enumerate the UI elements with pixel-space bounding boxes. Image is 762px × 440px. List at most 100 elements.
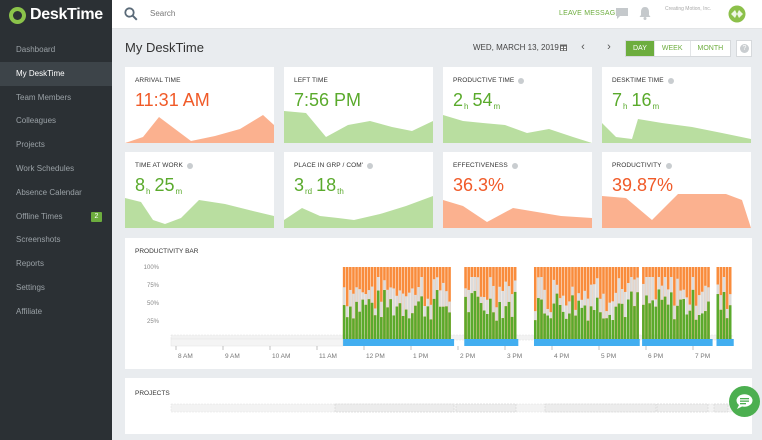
company-logo[interactable] [726,4,748,24]
sparkline-chart [125,198,274,228]
sparkline-chart [284,196,433,228]
bar-segment-productive [470,293,474,339]
sidebar-item-affiliate[interactable]: Affiliate [0,300,112,324]
info-icon[interactable] [511,162,518,169]
bar-segment-unproductive [574,267,577,339]
bar-segment-productive [719,309,723,339]
x-tick-label: 1 PM [413,353,428,360]
card-value: 39.87% [612,175,674,195]
previous-day-button[interactable]: ‹ [581,41,585,53]
calendar-icon[interactable] [560,44,567,51]
bar-segment-productive [492,312,495,339]
productivity-bar-chart[interactable]: 100% 75% 50% 25% 8 AM 9 AM 10 AM 11 AM 12 PM 1 PM… [125,238,752,369]
bar-segment-neutral [482,297,486,311]
bar-segment-neutral [414,294,417,306]
info-icon[interactable] [186,162,193,169]
sidebar-item-label: Dashboard [16,45,56,54]
bar-segment-productive [642,304,645,339]
bar-segment-productive [630,291,633,339]
sparkline-chart [284,111,433,143]
bar-segment-neutral [728,294,732,306]
bar-segment-productive [679,299,682,339]
bar-segment-productive [423,316,427,339]
leave-message-link[interactable]: LEAVE MESSAGE [559,10,621,17]
sidebar-item-offline-times[interactable]: Offline Times 2 [0,205,112,229]
period-month-button[interactable]: MONTH [697,45,724,52]
bar-segment-productive [380,317,383,339]
bar-segment-neutral [617,278,621,304]
message-icon[interactable] [616,8,628,19]
sidebar-item-dashboard[interactable]: Dashboard [0,38,112,62]
bar-segment-neutral [577,293,580,301]
bar-segment-productive [435,290,439,339]
app-logo[interactable]: DeskTime [9,5,103,25]
info-icon[interactable] [367,162,374,169]
card-value: 7:56 PM [294,90,362,110]
sidebar-item-screenshots[interactable]: Screenshots [0,228,112,252]
bar-segment-productive [602,318,605,339]
bell-icon[interactable] [639,7,651,20]
sidebar-item-my-desktime[interactable]: My DeskTime [0,61,112,86]
value-number: 18 [316,175,337,195]
period-selector: DAY WEEK MONTH [625,40,732,57]
sidebar-item-label: Absence Calendar [16,187,82,197]
sidebar-item-absence-calendar[interactable]: Absence Calendar [0,181,112,205]
bar-segment-neutral [423,305,427,317]
bar-segment-neutral [648,277,651,304]
bar-segment-productive [682,299,685,339]
sidebar-item-team-members[interactable]: Team Members [0,86,112,110]
search-input[interactable] [150,6,350,21]
bar-segment-productive [648,303,651,339]
help-button[interactable]: ? [736,40,752,57]
sidebar-item-colleagues[interactable]: Colleagues [0,109,112,133]
sidebar-item-label: Reports [16,259,45,269]
stat-card-time-at-work: TIME AT WORK 8h 25m [125,152,274,228]
company-name[interactable]: Creating Motion, Inc. [665,6,712,12]
sidebar-item-projects[interactable]: Projects [0,133,112,157]
card-label-text: LEFT TIME [294,77,328,84]
bar-segment-neutral [663,277,667,297]
info-icon[interactable] [667,77,674,84]
search-icon[interactable] [124,7,138,21]
bar-segment-productive [552,303,556,339]
sidebar-item-reports[interactable]: Reports [0,252,112,276]
card-label: DESKTIME TIME [612,77,674,84]
bar-segment-productive [537,298,540,339]
bar-segment-productive [728,305,732,339]
x-tick-label: 10 AM [272,353,290,360]
date-label[interactable]: WED, MARCH 13, 2019 [473,43,559,52]
sparkline-area [443,200,592,228]
projects-timeline[interactable] [125,378,752,434]
chat-button[interactable] [729,386,760,417]
bar-segment-productive [485,314,489,339]
bar-segment-neutral [673,305,676,320]
sidebar-item-work-schedules[interactable]: Work Schedules [0,157,112,181]
bar-segment-neutral [558,298,562,305]
sidebar-item-settings[interactable]: Settings [0,276,112,300]
bar-segment-unproductive [423,267,427,339]
bar-segment-neutral [586,298,590,321]
value-unit: h [464,102,469,111]
bar-segment-productive [599,312,602,339]
bar-segment-productive [420,296,423,339]
bar-segment-neutral [679,290,682,300]
info-icon[interactable] [518,77,525,84]
bar-segment-productive [364,304,368,339]
bar-segment-productive [645,295,648,339]
bar-segment-neutral [642,283,645,305]
next-day-button[interactable]: › [607,41,611,53]
card-label-text: ARRIVAL TIME [135,77,181,84]
info-icon[interactable] [665,162,672,169]
y-tick-label: 100% [144,265,160,271]
value-unit: rd [305,187,313,196]
bar-segment-productive [376,290,380,339]
period-day-button[interactable]: DAY [626,41,655,56]
bar-segment-productive [574,315,577,339]
sparkline-chart [125,115,274,143]
period-week-button[interactable]: WEEK [655,41,691,56]
bar-segment-productive [389,299,392,339]
bar-segment-neutral [555,284,559,294]
bar-segment-productive [513,291,517,339]
bar-segment-productive [349,306,352,339]
bar-segment-productive [549,318,553,339]
